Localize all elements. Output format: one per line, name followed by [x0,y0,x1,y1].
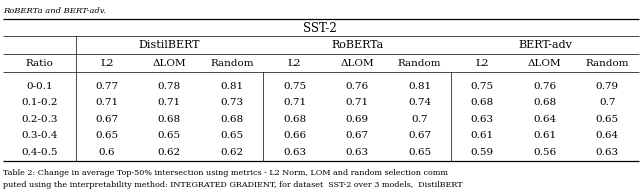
Text: 0.76: 0.76 [346,82,369,91]
Text: puted using the interpretability method: INTEGRATED GRADIENT, for dataset  SST-2: puted using the interpretability method:… [3,181,463,189]
Text: DistilBERT: DistilBERT [139,40,200,50]
Text: Random: Random [210,59,253,68]
Text: SST-2: SST-2 [303,22,337,35]
Text: 0.64: 0.64 [533,115,556,124]
Text: 0.67: 0.67 [95,115,118,124]
Text: 0.68: 0.68 [470,98,494,107]
Text: 0.71: 0.71 [283,98,306,107]
Text: RoBERTa and BERT-adv.: RoBERTa and BERT-adv. [3,7,106,15]
Text: 0.81: 0.81 [408,82,431,91]
Text: 0.62: 0.62 [158,148,181,157]
Text: BERT-adv: BERT-adv [518,40,572,50]
Text: 0.75: 0.75 [470,82,494,91]
Text: 0.67: 0.67 [408,131,431,140]
Text: 0.71: 0.71 [95,98,118,107]
Text: 0.76: 0.76 [533,82,556,91]
Text: 0.79: 0.79 [596,82,619,91]
Text: 0.64: 0.64 [596,131,619,140]
Text: Ratio: Ratio [26,59,53,68]
Text: L2: L2 [100,59,113,68]
Text: 0.61: 0.61 [470,131,494,140]
Text: 0.63: 0.63 [470,115,494,124]
Text: 0.68: 0.68 [283,115,306,124]
Text: ΔLOM: ΔLOM [152,59,186,68]
Text: 0.3-0.4: 0.3-0.4 [21,131,58,140]
Text: 0.74: 0.74 [408,98,431,107]
Text: 0.77: 0.77 [95,82,118,91]
Text: 0.71: 0.71 [158,98,181,107]
Text: 0.7: 0.7 [599,98,616,107]
Text: 0.65: 0.65 [408,148,431,157]
Text: 0.68: 0.68 [158,115,181,124]
Text: RoBERTa: RoBERTa [331,40,383,50]
Text: 0.61: 0.61 [533,131,556,140]
Text: 0.67: 0.67 [346,131,369,140]
Text: Table 2: Change in average Top-50% intersection using metrics - L2 Norm, LOM and: Table 2: Change in average Top-50% inter… [3,169,448,177]
Text: 0.68: 0.68 [220,115,244,124]
Text: 0.81: 0.81 [220,82,244,91]
Text: 0.65: 0.65 [596,115,619,124]
Text: 0.63: 0.63 [346,148,369,157]
Text: 0.68: 0.68 [533,98,556,107]
Text: ΔLOM: ΔLOM [528,59,562,68]
Text: Random: Random [586,59,629,68]
Text: 0-0.1: 0-0.1 [26,82,52,91]
Text: 0.56: 0.56 [533,148,556,157]
Text: Random: Random [398,59,442,68]
Text: 0.2-0.3: 0.2-0.3 [21,115,58,124]
Text: 0.78: 0.78 [158,82,181,91]
Text: 0.69: 0.69 [346,115,369,124]
Text: ΔLOM: ΔLOM [340,59,374,68]
Text: 0.73: 0.73 [220,98,244,107]
Text: 0.75: 0.75 [283,82,306,91]
Text: 0.63: 0.63 [283,148,306,157]
Text: L2: L2 [288,59,301,68]
Text: 0.65: 0.65 [158,131,181,140]
Text: 0.63: 0.63 [596,148,619,157]
Text: 0.59: 0.59 [470,148,494,157]
Text: 0.6: 0.6 [99,148,115,157]
Text: 0.1-0.2: 0.1-0.2 [21,98,58,107]
Text: 0.71: 0.71 [346,98,369,107]
Text: 0.62: 0.62 [220,148,244,157]
Text: L2: L2 [476,59,489,68]
Text: 0.66: 0.66 [283,131,306,140]
Text: 0.4-0.5: 0.4-0.5 [21,148,58,157]
Text: 0.65: 0.65 [220,131,244,140]
Text: 0.7: 0.7 [412,115,428,124]
Text: 0.65: 0.65 [95,131,118,140]
